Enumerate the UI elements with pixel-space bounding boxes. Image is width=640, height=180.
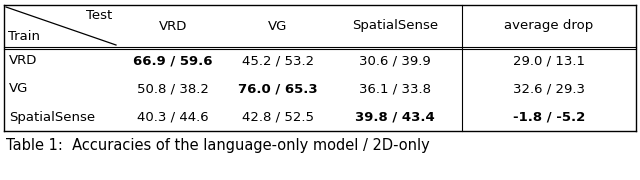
Text: SpatialSense: SpatialSense xyxy=(9,111,95,123)
Text: 39.8 / 43.4: 39.8 / 43.4 xyxy=(355,111,435,123)
Text: SpatialSense: SpatialSense xyxy=(352,19,438,33)
Text: 66.9 / 59.6: 66.9 / 59.6 xyxy=(133,55,212,68)
Text: VRD: VRD xyxy=(159,19,187,33)
Text: 76.0 / 65.3: 76.0 / 65.3 xyxy=(238,82,318,96)
Text: 32.6 / 29.3: 32.6 / 29.3 xyxy=(513,82,585,96)
Text: Train: Train xyxy=(8,30,40,43)
Text: VG: VG xyxy=(268,19,288,33)
Text: 45.2 / 53.2: 45.2 / 53.2 xyxy=(242,55,314,68)
Text: VG: VG xyxy=(9,82,28,96)
Text: 42.8 / 52.5: 42.8 / 52.5 xyxy=(242,111,314,123)
Text: Table 1:  Accuracies of the language-only model / 2D-only: Table 1: Accuracies of the language-only… xyxy=(6,138,429,153)
Text: -1.8 / -5.2: -1.8 / -5.2 xyxy=(513,111,585,123)
Text: VRD: VRD xyxy=(9,55,37,68)
Text: average drop: average drop xyxy=(504,19,594,33)
Text: 50.8 / 38.2: 50.8 / 38.2 xyxy=(137,82,209,96)
Text: 29.0 / 13.1: 29.0 / 13.1 xyxy=(513,55,585,68)
Text: 30.6 / 39.9: 30.6 / 39.9 xyxy=(359,55,431,68)
Text: Test: Test xyxy=(86,9,112,22)
Text: 36.1 / 33.8: 36.1 / 33.8 xyxy=(359,82,431,96)
Text: 40.3 / 44.6: 40.3 / 44.6 xyxy=(137,111,209,123)
